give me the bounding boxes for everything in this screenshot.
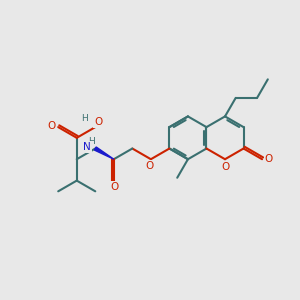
Text: O: O	[221, 162, 230, 172]
Text: N: N	[83, 142, 91, 152]
Text: O: O	[145, 161, 154, 171]
Text: O: O	[265, 154, 273, 164]
Text: H: H	[82, 114, 88, 123]
Text: H: H	[88, 137, 95, 146]
Text: O: O	[110, 182, 118, 192]
Polygon shape	[94, 147, 114, 159]
Text: O: O	[94, 117, 102, 127]
Text: O: O	[47, 121, 56, 130]
